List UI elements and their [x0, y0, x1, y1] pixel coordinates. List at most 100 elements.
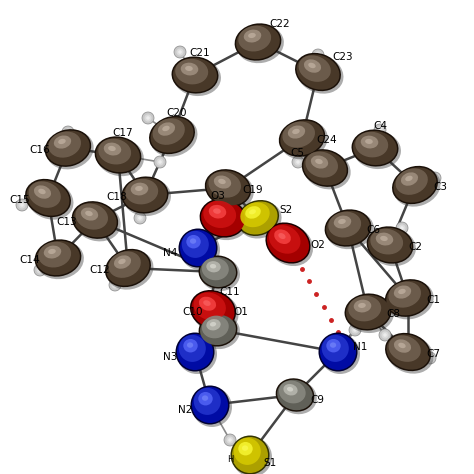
Ellipse shape	[114, 255, 131, 269]
Ellipse shape	[249, 210, 256, 214]
Ellipse shape	[75, 203, 108, 229]
Ellipse shape	[368, 228, 416, 266]
Ellipse shape	[151, 118, 198, 156]
Circle shape	[227, 437, 234, 444]
Text: C15: C15	[9, 195, 30, 205]
Ellipse shape	[326, 339, 341, 353]
Ellipse shape	[206, 171, 254, 210]
Ellipse shape	[108, 146, 116, 151]
Text: C5: C5	[290, 148, 304, 158]
Ellipse shape	[48, 249, 56, 254]
Text: C20: C20	[167, 108, 187, 118]
Ellipse shape	[179, 228, 218, 267]
Ellipse shape	[392, 166, 438, 204]
Text: C8: C8	[386, 309, 400, 319]
Ellipse shape	[376, 233, 393, 246]
Ellipse shape	[38, 189, 46, 194]
Circle shape	[64, 128, 72, 136]
Ellipse shape	[205, 169, 251, 207]
Ellipse shape	[385, 333, 431, 371]
Text: C1: C1	[426, 295, 440, 305]
Ellipse shape	[319, 332, 357, 372]
Text: C16: C16	[30, 145, 50, 155]
Ellipse shape	[299, 55, 331, 82]
Ellipse shape	[72, 201, 118, 239]
Circle shape	[383, 333, 387, 337]
Ellipse shape	[248, 33, 256, 38]
Text: C2: C2	[408, 242, 422, 252]
Ellipse shape	[358, 303, 366, 308]
Ellipse shape	[238, 442, 253, 456]
Ellipse shape	[95, 137, 141, 173]
Ellipse shape	[199, 255, 237, 289]
Text: C22: C22	[270, 19, 290, 29]
Ellipse shape	[353, 131, 401, 169]
Ellipse shape	[35, 239, 82, 277]
Ellipse shape	[149, 116, 195, 154]
Ellipse shape	[280, 120, 324, 155]
Text: S2: S2	[279, 205, 292, 215]
Ellipse shape	[236, 25, 284, 63]
Text: C11: C11	[219, 287, 240, 297]
Ellipse shape	[98, 139, 131, 164]
Ellipse shape	[304, 59, 321, 73]
Ellipse shape	[104, 143, 121, 155]
Ellipse shape	[235, 23, 282, 61]
Ellipse shape	[202, 395, 208, 401]
Ellipse shape	[315, 159, 323, 164]
Text: C18: C18	[107, 192, 128, 202]
Circle shape	[113, 283, 117, 287]
Ellipse shape	[348, 296, 381, 321]
Ellipse shape	[191, 292, 235, 328]
Ellipse shape	[25, 179, 71, 217]
Ellipse shape	[393, 167, 437, 203]
Ellipse shape	[151, 118, 193, 153]
Text: N1: N1	[353, 342, 367, 352]
Ellipse shape	[328, 212, 361, 237]
Ellipse shape	[192, 387, 232, 427]
Ellipse shape	[345, 293, 392, 330]
Ellipse shape	[355, 132, 388, 157]
Ellipse shape	[287, 387, 293, 392]
Ellipse shape	[238, 201, 282, 238]
Ellipse shape	[386, 334, 429, 370]
Ellipse shape	[125, 179, 158, 204]
Ellipse shape	[276, 378, 314, 412]
Ellipse shape	[311, 155, 328, 169]
Text: S1: S1	[264, 458, 277, 468]
Text: C4: C4	[373, 121, 387, 131]
Text: C23: C23	[333, 52, 353, 62]
Ellipse shape	[199, 297, 216, 311]
Ellipse shape	[202, 258, 229, 280]
Circle shape	[18, 201, 26, 209]
Ellipse shape	[198, 392, 213, 405]
Circle shape	[429, 172, 441, 184]
Ellipse shape	[274, 229, 291, 244]
Ellipse shape	[396, 168, 428, 195]
Ellipse shape	[85, 211, 93, 216]
Text: C21: C21	[190, 48, 210, 58]
Ellipse shape	[175, 332, 215, 372]
Text: N4: N4	[163, 248, 177, 258]
Text: O3: O3	[210, 191, 226, 201]
Circle shape	[312, 49, 324, 61]
Ellipse shape	[401, 173, 418, 186]
Ellipse shape	[58, 139, 66, 144]
Ellipse shape	[123, 178, 171, 216]
Ellipse shape	[279, 381, 306, 403]
Ellipse shape	[193, 292, 226, 320]
Ellipse shape	[180, 230, 220, 270]
Ellipse shape	[210, 322, 216, 327]
Ellipse shape	[203, 201, 236, 228]
Ellipse shape	[346, 295, 390, 329]
Ellipse shape	[213, 209, 221, 214]
Ellipse shape	[326, 211, 370, 245]
Ellipse shape	[210, 264, 216, 268]
Circle shape	[378, 128, 382, 132]
Ellipse shape	[200, 257, 236, 287]
Circle shape	[34, 264, 46, 276]
Circle shape	[176, 48, 183, 55]
Ellipse shape	[385, 279, 431, 317]
Ellipse shape	[172, 56, 219, 93]
Circle shape	[374, 124, 386, 136]
